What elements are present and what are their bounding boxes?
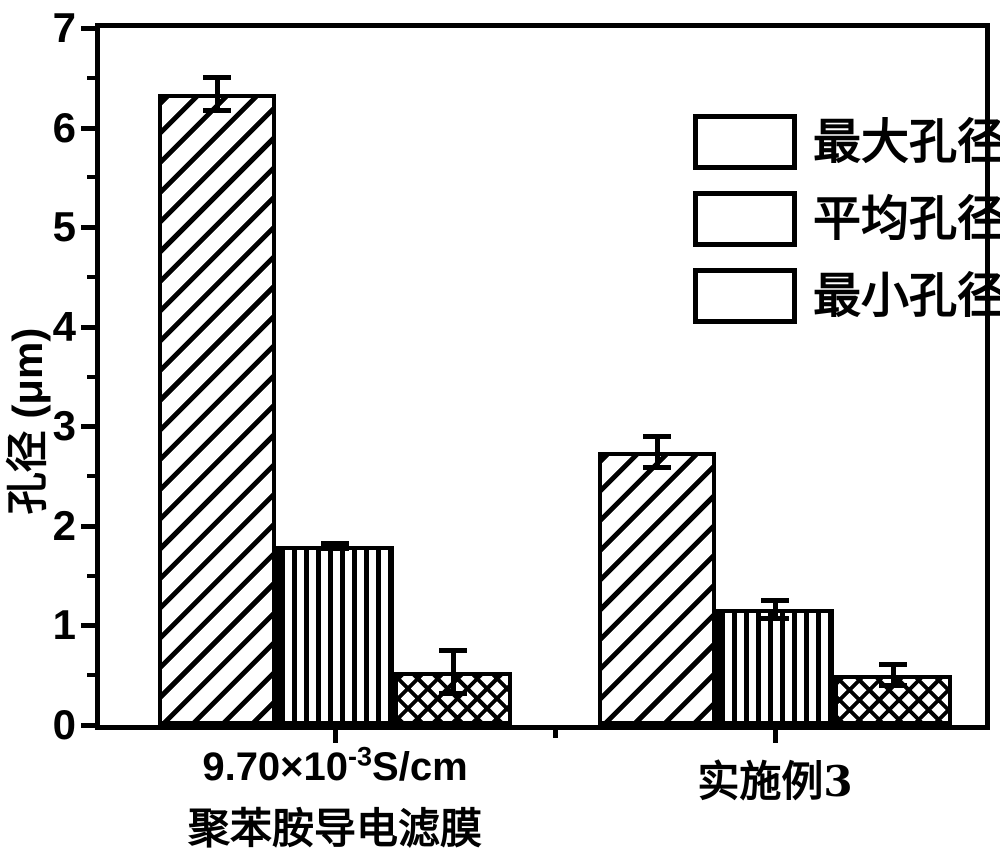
y-major-tick [81,324,95,330]
y-minor-tick [87,374,95,379]
y-minor-tick [87,75,95,80]
y-major-tick [81,623,95,629]
error-bar-line [450,650,456,695]
error-bar-cap-top [879,662,907,668]
bar-diagonal-group1 [158,94,276,725]
y-minor-tick [87,474,95,479]
y-tick-label: 4 [52,302,76,350]
vertical-hatch-swatch-icon [693,191,797,247]
y-minor-tick [87,573,95,578]
error-bar-cap-top [643,434,671,440]
y-tick-label: 5 [52,203,76,251]
y-minor-tick [87,673,95,678]
y-tick-label: 0 [52,701,76,748]
error-bar-line [654,436,660,469]
x-category-label-group1-name: 聚苯胺导电滤膜 [187,804,482,853]
error-bar-cap-top [761,597,789,603]
x-major-tick [332,730,338,743]
crosshatch-swatch-icon [693,268,797,324]
bar-vertical-group2 [716,609,834,725]
legend-entry-min: 最小孔径 [693,268,1000,324]
error-bar-line [890,664,896,687]
x-major-tick [772,730,778,743]
y-major-tick [81,523,95,529]
bars-layer [100,28,985,725]
y-major-tick [81,125,95,131]
conductivity-base: 9.70×10 [202,745,349,789]
error-bar-cap-bottom [439,691,467,697]
x-minor-tick [552,730,558,738]
y-major-tick [81,26,95,31]
bar-diagonal-group2 [598,452,716,725]
y-tick-label: 1 [52,601,76,649]
legend-label-avg: 平均孔径 [813,191,1000,247]
error-bar-cap-top [321,540,349,546]
y-minor-tick [87,175,95,180]
legend: 最大孔径 平均孔径 最小孔径 [693,114,1000,324]
error-bar-cap-bottom [643,465,671,471]
y-tick-label: 3 [52,402,76,450]
y-tick-label: 7 [52,4,76,51]
y-major-tick [81,424,95,430]
legend-entry-avg: 平均孔径 [693,191,1000,247]
bar-vertical-group1 [276,546,394,725]
y-major-tick [81,225,95,231]
error-bar-line [772,599,778,620]
y-tick-label: 2 [52,501,76,549]
plot-area: 最大孔径 平均孔径 最小孔径 [95,23,1000,730]
conductivity-unit: S/cm [372,745,468,789]
y-minor-tick [87,274,95,279]
y-major-tick [81,723,95,728]
x-category-label-group1-conductivity: 9.70×10-3S/cm [135,741,535,790]
error-bar-cap-bottom [203,107,231,113]
bar-crosshatch-group2 [834,675,952,725]
error-bar-cap-top [439,648,467,654]
error-bar-cap-bottom [761,616,789,622]
legend-label-min: 最小孔径 [813,268,1000,324]
error-bar-line [214,76,220,111]
legend-label-max: 最大孔径 [813,114,1000,170]
legend-entry-max: 最大孔径 [693,114,1000,170]
diagonal-hatch-swatch-icon [693,114,797,170]
conductivity-exponent: -3 [348,741,373,772]
error-bar-cap-top [203,74,231,80]
y-tick-label: 6 [52,103,76,151]
error-bar-cap-bottom [321,545,349,551]
error-bar-cap-bottom [879,683,907,689]
x-category-label-group2: 实施例3 [697,757,853,806]
